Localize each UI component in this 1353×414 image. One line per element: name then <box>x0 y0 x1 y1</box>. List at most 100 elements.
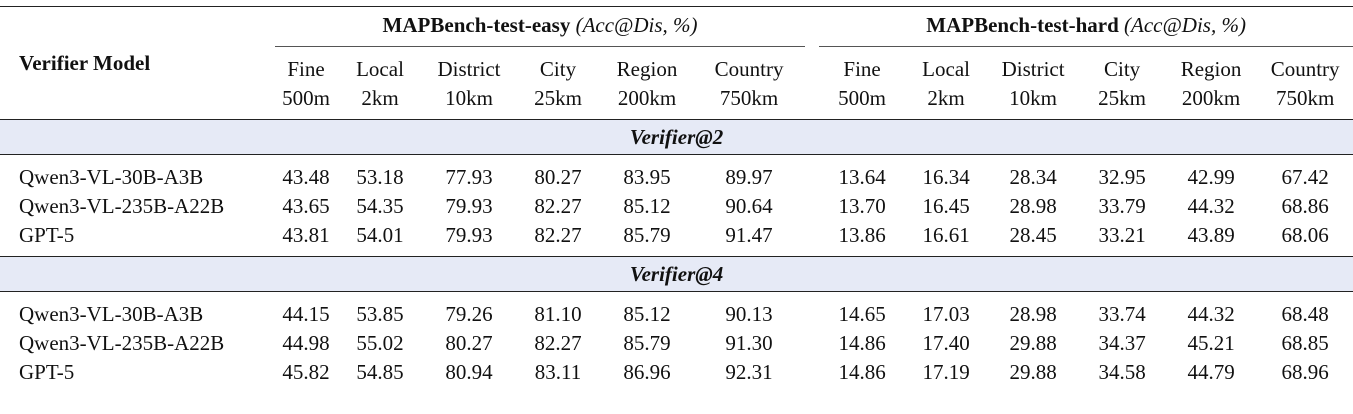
cell-value: 42.99 <box>1187 165 1235 189</box>
column-name: Local <box>356 57 404 81</box>
model-name: Qwen3-VL-235B-A22B <box>19 331 225 355</box>
column-name: Fine <box>287 57 325 81</box>
cell-value: 79.93 <box>423 221 515 257</box>
cell-value: 68.86 <box>1281 194 1329 218</box>
cell-value: 44.32 <box>1187 194 1235 218</box>
cell-value: 89.97 <box>725 165 773 189</box>
cell-value: 79.26 <box>445 302 493 326</box>
page: Verifier Model MAPBench-test-easy (Acc@Di… <box>0 6 1353 414</box>
group-metric: (Acc@Dis, %) <box>575 13 698 37</box>
column-name: City <box>539 57 577 81</box>
cell-value: 67.42 <box>1281 165 1329 189</box>
cell-value: 29.88 <box>1009 331 1057 355</box>
cell-value: 16.34 <box>922 165 970 189</box>
cell-value: 16.45 <box>922 194 970 218</box>
gap <box>805 155 819 193</box>
cell-value: 33.79 <box>1098 194 1146 218</box>
column-threshold: 2km <box>361 86 399 110</box>
data-row: Qwen3-VL-30B-A3B 44.15 53.85 79.26 81.10 85.1… <box>0 292 1353 330</box>
data-row: GPT-5 43.81 54.01 79.93 82.27 85.79 91.47 13.86… <box>0 221 1353 257</box>
cell-value: 92.31 <box>725 360 773 384</box>
section-row: Verifier@2 <box>0 119 1353 155</box>
cell-value: 43.89 <box>1165 221 1258 257</box>
column-threshold: 200km <box>617 86 677 110</box>
cell-value: 85.79 <box>601 221 693 257</box>
cell-value: 91.30 <box>725 331 773 355</box>
cell-value: 68.06 <box>1257 221 1353 257</box>
cell-value: 32.95 <box>1098 165 1146 189</box>
gap <box>805 47 819 84</box>
data-row: Qwen3-VL-235B-A22B 43.65 54.35 79.93 82.27 85… <box>0 192 1353 221</box>
cell-value: 45.82 <box>282 360 330 384</box>
group-header-inner: MAPBench-test-easy (Acc@Dis, %) <box>275 7 806 47</box>
gap <box>805 292 819 330</box>
model-name: Qwen3-VL-30B-A3B <box>19 165 204 189</box>
gap <box>805 329 819 358</box>
section-title: Verifier@4 <box>0 256 1353 292</box>
row-header: Verifier Model <box>19 50 151 75</box>
column-threshold: 750km <box>1275 86 1335 110</box>
cell-value: 85.12 <box>623 194 671 218</box>
cell-value: 68.85 <box>1281 331 1329 355</box>
table-body: Verifier@2 Qwen3-VL-30B-A3B 43.48 53.18 77.9… <box>0 119 1353 388</box>
column-threshold: 25km <box>1098 86 1146 110</box>
gap <box>805 221 820 257</box>
model-name: Qwen3-VL-235B-A22B <box>19 194 225 218</box>
cell-value: 54.35 <box>356 194 404 218</box>
results-table: Verifier Model MAPBench-test-easy (Acc@Di… <box>0 6 1353 387</box>
cell-value: 17.40 <box>922 331 970 355</box>
cell-value: 53.18 <box>356 165 404 189</box>
column-name: District <box>1001 57 1065 81</box>
group-header: MAPBench-test-hard (Acc@Dis, %) <box>819 7 1353 47</box>
cell-value: 43.81 <box>275 221 337 257</box>
cell-value: 43.48 <box>282 165 330 189</box>
cell-value: 82.27 <box>534 331 582 355</box>
column-threshold: 2km <box>927 86 965 110</box>
column-name: Region <box>1180 57 1242 81</box>
column-name: Country <box>714 57 784 81</box>
column-threshold: 500m <box>838 86 886 110</box>
cell-value: 82.27 <box>534 194 582 218</box>
section-title: Verifier@2 <box>0 119 1353 155</box>
group-name: MAPBench-test-easy <box>382 13 571 37</box>
cell-value: 44.32 <box>1187 302 1235 326</box>
cell-value: 29.88 <box>1009 360 1057 384</box>
column-threshold: 200km <box>1181 86 1241 110</box>
group-header: MAPBench-test-easy (Acc@Dis, %) <box>275 7 806 47</box>
cell-value: 43.65 <box>282 194 330 218</box>
gap <box>805 84 819 120</box>
cell-value: 13.86 <box>819 221 906 257</box>
cell-value: 45.21 <box>1187 331 1235 355</box>
table-head: Verifier Model MAPBench-test-easy (Acc@Di… <box>0 6 1353 120</box>
column-header-row: Fine Local District City Region Country Fine Lo… <box>0 47 1353 84</box>
gap <box>805 7 819 48</box>
cell-value: 14.86 <box>838 360 886 384</box>
cell-value: 83.95 <box>623 165 671 189</box>
cell-value: 86.96 <box>623 360 671 384</box>
cell-value: 33.74 <box>1098 302 1146 326</box>
cell-value: 80.94 <box>445 360 493 384</box>
model-name: GPT-5 <box>19 360 75 384</box>
column-threshold: 25km <box>534 86 582 110</box>
cell-value: 13.70 <box>838 194 886 218</box>
section-row: Verifier@4 <box>0 256 1353 292</box>
cell-value: 54.01 <box>337 221 423 257</box>
cell-value: 80.27 <box>445 331 493 355</box>
column-name: Fine <box>843 57 881 81</box>
cell-value: 44.98 <box>282 331 330 355</box>
column-name: Local <box>922 57 970 81</box>
cell-value: 13.64 <box>838 165 886 189</box>
cell-value: 79.93 <box>445 194 493 218</box>
cell-value: 77.93 <box>445 165 493 189</box>
data-row: Qwen3-VL-30B-A3B 43.48 53.18 77.93 80.27 83.9… <box>0 155 1353 193</box>
cell-value: 54.85 <box>356 360 404 384</box>
cell-value: 44.15 <box>282 302 330 326</box>
cell-value: 83.11 <box>534 360 582 384</box>
cell-value: 14.86 <box>838 331 886 355</box>
cell-value: 28.45 <box>987 221 1080 257</box>
gap <box>805 192 819 221</box>
cell-value: 44.79 <box>1187 360 1235 384</box>
cell-value: 90.64 <box>725 194 773 218</box>
column-name: City <box>1103 57 1141 81</box>
cell-value: 17.03 <box>922 302 970 326</box>
